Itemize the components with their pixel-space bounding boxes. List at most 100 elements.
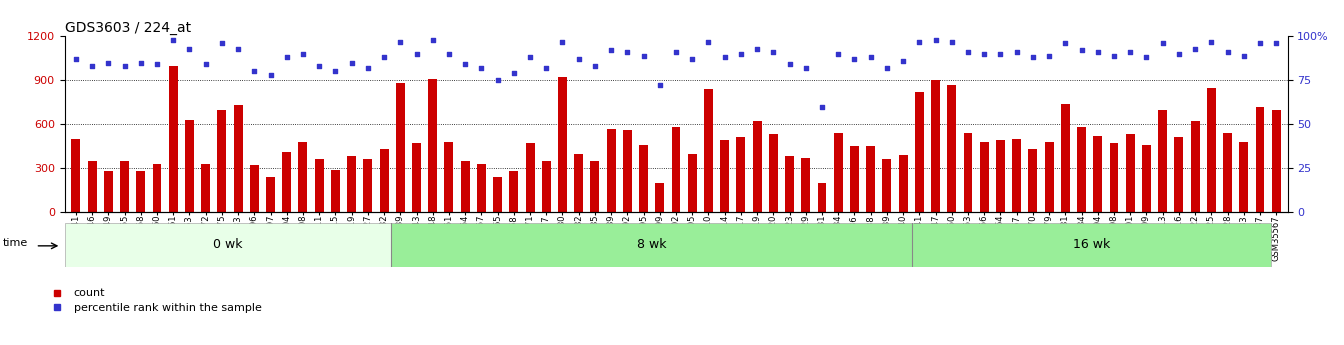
Bar bbox=[282, 152, 292, 212]
Point bbox=[925, 37, 946, 42]
Point bbox=[341, 60, 363, 65]
Bar bbox=[801, 158, 810, 212]
Bar bbox=[396, 83, 405, 212]
Bar bbox=[867, 146, 875, 212]
Bar bbox=[931, 80, 939, 212]
Bar bbox=[1028, 149, 1038, 212]
Bar bbox=[477, 164, 485, 212]
Point bbox=[1103, 53, 1125, 58]
Bar bbox=[1142, 145, 1150, 212]
Point bbox=[519, 55, 540, 60]
Point bbox=[601, 48, 622, 53]
Point bbox=[163, 37, 184, 42]
Bar bbox=[996, 140, 1005, 212]
Point bbox=[406, 51, 427, 57]
Point bbox=[746, 46, 767, 51]
Point bbox=[957, 49, 978, 55]
Bar bbox=[542, 161, 551, 212]
Point bbox=[698, 39, 719, 44]
Bar bbox=[314, 159, 324, 212]
Point bbox=[1136, 55, 1157, 60]
Point bbox=[195, 62, 216, 67]
Bar bbox=[640, 145, 648, 212]
Bar bbox=[574, 154, 583, 212]
Bar bbox=[1060, 104, 1070, 212]
Point bbox=[358, 65, 379, 71]
Point bbox=[65, 56, 86, 62]
Point bbox=[227, 46, 249, 51]
Bar bbox=[948, 85, 956, 212]
Bar bbox=[737, 137, 746, 212]
Point bbox=[1005, 49, 1027, 55]
Point bbox=[1152, 40, 1173, 46]
Point bbox=[130, 60, 152, 65]
Point bbox=[374, 55, 395, 60]
Bar bbox=[656, 183, 664, 212]
Point bbox=[535, 65, 556, 71]
Bar bbox=[1175, 137, 1183, 212]
Bar bbox=[391, 223, 913, 267]
Bar bbox=[1110, 143, 1118, 212]
Bar bbox=[87, 161, 97, 212]
Point bbox=[569, 56, 590, 62]
Bar bbox=[688, 154, 696, 212]
Point bbox=[454, 62, 476, 67]
Bar bbox=[913, 223, 1271, 267]
Bar bbox=[1159, 109, 1167, 212]
Point bbox=[585, 63, 606, 69]
Bar bbox=[136, 171, 145, 212]
Bar bbox=[1191, 121, 1200, 212]
Bar bbox=[266, 177, 276, 212]
Point bbox=[422, 37, 444, 42]
Bar bbox=[234, 105, 242, 212]
Bar bbox=[202, 164, 210, 212]
Bar bbox=[817, 183, 827, 212]
Bar bbox=[590, 161, 599, 212]
Point bbox=[1184, 46, 1206, 51]
Bar bbox=[1012, 139, 1021, 212]
Point bbox=[617, 49, 638, 55]
Point bbox=[649, 83, 671, 88]
Bar bbox=[899, 155, 907, 212]
Bar bbox=[833, 133, 843, 212]
Point bbox=[1120, 49, 1141, 55]
Bar bbox=[185, 120, 194, 212]
Bar bbox=[445, 142, 453, 212]
Point bbox=[211, 40, 233, 46]
Point bbox=[1216, 49, 1238, 55]
Bar bbox=[169, 66, 177, 212]
Text: 16 wk: 16 wk bbox=[1074, 238, 1110, 252]
Point bbox=[941, 39, 962, 44]
Bar bbox=[1255, 107, 1265, 212]
Bar bbox=[720, 140, 730, 212]
Point bbox=[243, 69, 265, 74]
Point bbox=[1200, 39, 1222, 44]
Bar bbox=[363, 159, 372, 212]
Point bbox=[812, 104, 833, 109]
Point bbox=[714, 55, 735, 60]
Point bbox=[909, 39, 930, 44]
Point bbox=[487, 77, 508, 83]
Bar bbox=[1077, 127, 1086, 212]
Point bbox=[778, 62, 800, 67]
Point bbox=[1168, 51, 1189, 57]
Bar bbox=[379, 149, 388, 212]
Bar bbox=[429, 79, 437, 212]
Bar bbox=[704, 89, 712, 212]
Text: 8 wk: 8 wk bbox=[637, 238, 667, 252]
Bar bbox=[622, 130, 632, 212]
Bar bbox=[849, 146, 859, 212]
Point bbox=[1266, 40, 1288, 46]
Point bbox=[973, 51, 995, 57]
Point bbox=[1023, 55, 1044, 60]
Point bbox=[730, 51, 751, 57]
Point bbox=[308, 63, 329, 69]
Bar bbox=[103, 171, 113, 212]
Point bbox=[633, 53, 655, 58]
Bar bbox=[915, 92, 923, 212]
Point bbox=[1039, 53, 1060, 58]
Point bbox=[552, 39, 574, 44]
Bar bbox=[1207, 88, 1216, 212]
Bar bbox=[331, 170, 340, 212]
Point bbox=[470, 65, 492, 71]
